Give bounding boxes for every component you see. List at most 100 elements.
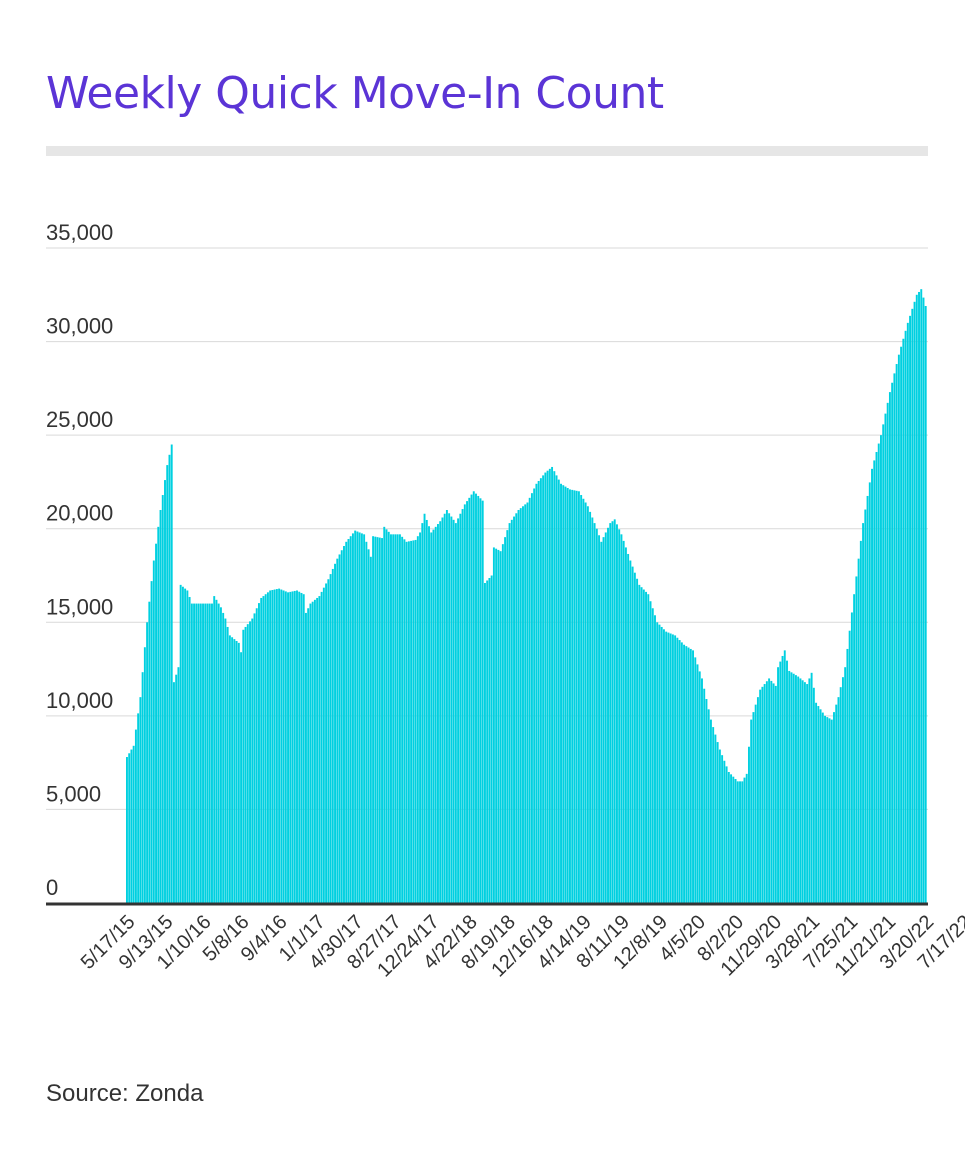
bar [900,346,903,904]
bar [461,509,464,903]
bar [501,544,504,903]
bar [506,530,509,903]
bar [390,534,392,903]
bar [658,624,661,904]
bar [716,742,719,903]
bar [284,591,287,903]
bar [486,580,489,903]
bar [423,513,426,903]
bar [680,642,683,903]
bar [150,581,153,903]
bar [611,521,614,903]
bar [595,528,598,903]
bar [752,712,755,903]
bar [877,443,880,903]
bar [217,603,220,903]
bar [779,661,782,903]
bar [743,777,746,903]
bar [186,590,189,903]
bar [134,729,137,903]
bar [685,646,688,903]
bar [774,685,777,903]
bar [329,574,332,903]
bar [537,480,540,903]
bar [656,622,659,903]
bar [231,637,234,903]
bar [725,766,728,903]
bar [761,686,764,903]
bar [287,592,290,903]
bar [170,444,173,903]
bar [421,523,424,903]
bar [226,626,229,903]
bar [622,540,625,903]
y-tick-label: 30,000 [46,314,113,339]
page-title: Weekly Quick Move-In Count [46,68,664,119]
bar [497,549,500,903]
bar [803,682,806,903]
bar [689,648,692,903]
bar [237,642,240,903]
bar [175,674,178,903]
bar [577,491,580,903]
bar [202,603,204,903]
bar [662,629,665,903]
bar [607,527,609,903]
bar [799,678,802,903]
bar [593,523,596,903]
bar [405,541,408,903]
bar [739,781,741,903]
bar [166,465,169,903]
bar [812,687,815,903]
bar [172,682,175,903]
bar [703,688,706,903]
bar [244,626,247,903]
x-tick-labels: 5/17/159/13/151/10/165/8/169/4/161/1/174… [77,911,965,982]
bar [188,597,191,903]
bar [199,603,202,903]
bar [575,490,578,903]
bar [313,599,316,903]
bar [304,612,307,903]
bar [148,601,151,903]
bar [895,364,898,903]
bar [797,676,800,903]
bar [906,322,909,903]
bar [888,392,891,903]
bar [260,597,263,903]
bar [159,510,162,903]
bar [613,519,616,903]
bar [770,680,773,903]
bar [884,413,887,903]
bar [394,534,397,903]
bar [555,475,558,903]
bar [240,652,243,903]
bar [445,510,448,903]
bar [819,709,822,903]
bar [794,675,797,903]
bar [857,558,860,903]
bar [598,535,601,903]
bar [864,509,867,903]
bar [609,523,612,903]
bar [723,760,726,903]
bar [810,672,813,903]
bar [410,540,413,903]
bar [161,495,164,903]
bar [466,501,469,903]
bar [164,480,166,903]
bar [873,460,876,903]
bar [387,531,390,903]
bar [642,589,645,903]
bar [783,650,786,903]
bar [602,537,605,903]
bar [730,774,733,903]
bar [915,294,918,903]
bar [336,558,339,903]
bar [488,578,491,903]
bar [859,540,862,903]
bar [425,519,428,903]
bar [334,563,336,903]
bar [381,538,383,903]
bar [347,539,350,903]
